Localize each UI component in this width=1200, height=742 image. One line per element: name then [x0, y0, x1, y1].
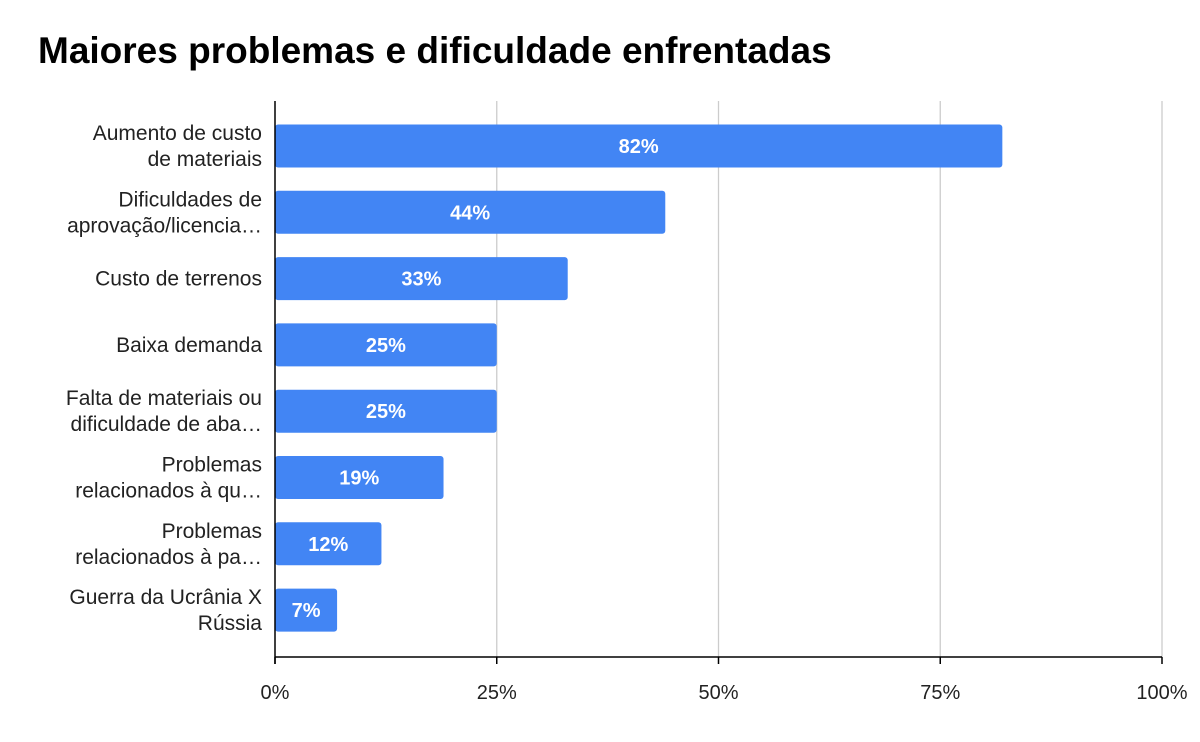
category-label-line: Rússia	[198, 612, 263, 635]
data-label-6: 12%	[308, 534, 348, 556]
category-label-1: Dificuldades de aprovação/licencia…	[67, 188, 262, 237]
category-label-4: Falta de materiais ou dificuldade de aba…	[66, 387, 262, 436]
bar-1	[275, 190, 666, 234]
data-label-7: 7%	[292, 600, 321, 622]
category-label-line: dificuldade de aba…	[71, 413, 262, 436]
category-label-line: Falta de materiais ou	[66, 387, 262, 410]
axes	[274, 101, 1163, 664]
data-label-4: 25%	[366, 401, 406, 423]
tick-label-50: 50%	[698, 682, 738, 704]
category-label-2: Custo de terrenos	[95, 268, 262, 291]
category-label-line: Problemas	[162, 520, 262, 543]
category-label-line: de materiais	[148, 148, 262, 171]
data-label-2: 33%	[401, 269, 441, 291]
category-label-line: Problemas	[162, 454, 262, 477]
data-label-0: 82%	[619, 136, 659, 158]
bar-6	[275, 522, 382, 566]
category-label-line: Aumento de custo	[93, 122, 262, 145]
tick-label-75: 75%	[920, 682, 960, 704]
bar-7	[275, 588, 338, 632]
labels: 0% 25% 50% 75% 100% 82% Aumento de custo de mat…	[66, 122, 1188, 704]
category-label-line: Guerra da Ucrânia X	[69, 586, 262, 609]
category-label-3: Baixa demanda	[116, 334, 262, 357]
category-label-line: relacionados à pa…	[75, 546, 262, 569]
chart-title: Maiores problemas e dificuldade enfrenta…	[38, 30, 832, 71]
bar-0	[275, 124, 1003, 168]
bars	[275, 124, 1003, 632]
category-label-0: Aumento de custo de materiais	[93, 122, 262, 171]
grid-lines	[496, 101, 1163, 657]
bar-2	[275, 257, 568, 301]
category-label-7: Guerra da Ucrânia X Rússia	[69, 586, 262, 635]
bar-3	[275, 323, 497, 367]
data-label-1: 44%	[450, 202, 490, 224]
category-label-line: Custo de terrenos	[95, 268, 262, 291]
data-label-3: 25%	[366, 335, 406, 357]
tick-label-25: 25%	[477, 682, 517, 704]
category-label-6: Problemas relacionados à pa…	[75, 520, 262, 569]
tick-label-100: 100%	[1136, 682, 1187, 704]
category-label-line: Baixa demanda	[116, 334, 262, 357]
bar-5	[275, 456, 444, 499]
category-label-line: Dificuldades de	[118, 188, 262, 211]
tick-label-0: 0%	[261, 682, 290, 704]
category-label-5: Problemas relacionados à qu…	[75, 454, 262, 503]
bar-4	[275, 389, 497, 433]
category-label-line: aprovação/licencia…	[67, 214, 262, 237]
data-label-5: 19%	[339, 468, 379, 490]
category-label-line: relacionados à qu…	[75, 480, 262, 503]
